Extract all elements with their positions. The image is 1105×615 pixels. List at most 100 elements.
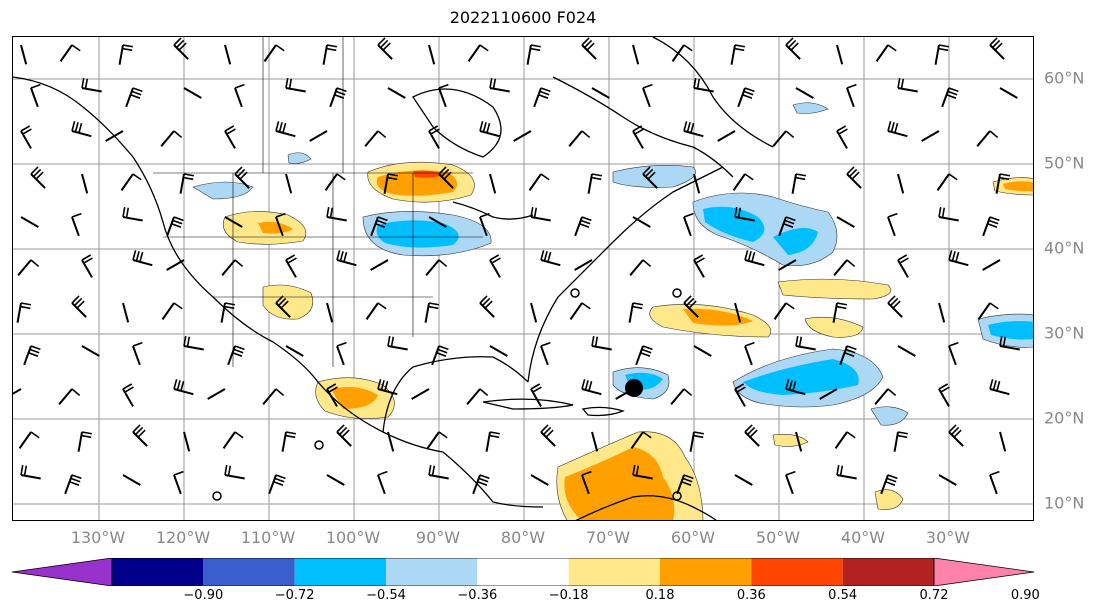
wind-barb: [999, 336, 1020, 351]
coastline-great-lakes: [452, 201, 534, 220]
wind-barb: [485, 431, 500, 452]
lat-label: 40°N: [1044, 238, 1085, 258]
wind-barb: [336, 424, 352, 447]
wind-barb: [20, 465, 41, 480]
wind-barb: [377, 379, 398, 396]
wind-barb: [125, 87, 143, 108]
wind-barb: [220, 302, 235, 323]
wind-barb: [632, 125, 644, 149]
wind-barb: [71, 121, 92, 138]
wind-barb: [921, 130, 940, 142]
wind-barb: [324, 173, 346, 191]
wind-barb: [630, 431, 652, 449]
wind-barb: [20, 216, 39, 228]
wind-barb: [591, 336, 612, 351]
wind-barb: [587, 173, 602, 194]
wind-barb: [120, 173, 142, 191]
lat-label: 20°N: [1044, 408, 1085, 428]
wind-barb: [982, 259, 1001, 271]
wind-barb: [411, 388, 430, 400]
anomaly-region-positive: [772, 434, 809, 447]
wind-barb: [173, 470, 184, 495]
colorbar-segment: [203, 558, 295, 586]
map-canvas: [13, 37, 1033, 520]
wind-barb: [948, 250, 969, 267]
wind-barb: [281, 431, 296, 452]
wind-barb: [309, 130, 328, 142]
wind-barb: [574, 216, 592, 237]
wind-barb: [887, 121, 908, 138]
colorbar-segment: [294, 558, 386, 586]
wind-barb: [689, 431, 704, 452]
wind-barb: [581, 379, 602, 396]
wind-barb: [326, 302, 334, 323]
wind-barb: [71, 295, 87, 318]
wind-barb: [982, 216, 1000, 237]
wind-barb: [30, 83, 41, 108]
colorbar-tick-label: −0.90: [183, 588, 224, 603]
wind-barb: [58, 388, 81, 405]
wind-barb: [234, 166, 250, 189]
lon-label: 50°W: [755, 528, 801, 547]
wind-barb: [530, 302, 538, 323]
wind-barb: [785, 37, 801, 60]
wind-barb: [683, 212, 694, 237]
wind-barb: [773, 302, 795, 320]
anomaly-region-negative: [692, 192, 838, 266]
wind-barb: [635, 345, 653, 366]
anomaly-region-negative-strong: [376, 220, 459, 248]
wind-barb: [717, 130, 736, 142]
wind-barb: [161, 302, 183, 320]
wind-barb: [424, 302, 439, 323]
wind-barb: [897, 254, 909, 278]
wind-barb: [30, 166, 46, 189]
anomaly-region-negative-strong: [743, 359, 859, 395]
wind-barb: [262, 388, 285, 405]
calm-circle-marker: [212, 491, 222, 501]
lon-label: 70°W: [585, 528, 631, 547]
wind-barb: [13, 388, 22, 395]
wind-barb: [530, 383, 542, 407]
colorbar-segment: [112, 558, 204, 586]
colorbar-extend-low: [11, 558, 113, 586]
wind-barb: [744, 341, 755, 366]
wind-barb: [183, 431, 191, 452]
wind-barb: [785, 470, 796, 495]
wind-barb: [224, 125, 236, 149]
coastline-cuba: [482, 398, 574, 410]
wind-barb: [629, 259, 652, 276]
anomaly-region-negative-strong: [773, 228, 818, 255]
wind-barb: [778, 259, 797, 271]
wind-barb: [285, 254, 297, 278]
wind-barb: [533, 87, 551, 108]
lat-label: 30°N: [1044, 323, 1085, 343]
wind-barb: [428, 44, 436, 65]
wind-barb: [227, 345, 245, 366]
wind-barb: [676, 474, 694, 495]
wind-barb: [166, 259, 185, 271]
wind-barb: [976, 130, 999, 147]
wind-barb: [23, 345, 41, 366]
coastline-labrador: [552, 76, 734, 178]
wind-barb: [425, 259, 448, 276]
wind-barb: [222, 431, 244, 449]
wind-barb: [467, 44, 489, 62]
wind-barb: [20, 44, 28, 65]
colorbar-segment: [660, 558, 752, 586]
wind-barb: [819, 388, 838, 400]
wind-barb: [948, 341, 959, 366]
wind-barb: [428, 125, 440, 149]
wind-barb: [364, 130, 387, 147]
wind-barb: [795, 336, 816, 351]
colorbar-tick-label: 0.54: [828, 588, 858, 603]
wind-barb: [693, 78, 714, 93]
wind-barb: [59, 44, 81, 62]
wind-barb: [365, 302, 387, 320]
colorbar-outline: [111, 558, 935, 586]
wind-barb: [329, 87, 347, 108]
calm-markers: [212, 288, 682, 501]
anomaly-region-positive-strong: [258, 221, 293, 234]
wind-barb: [744, 250, 765, 267]
wind-barb: [642, 166, 658, 189]
wind-barb: [977, 302, 999, 320]
